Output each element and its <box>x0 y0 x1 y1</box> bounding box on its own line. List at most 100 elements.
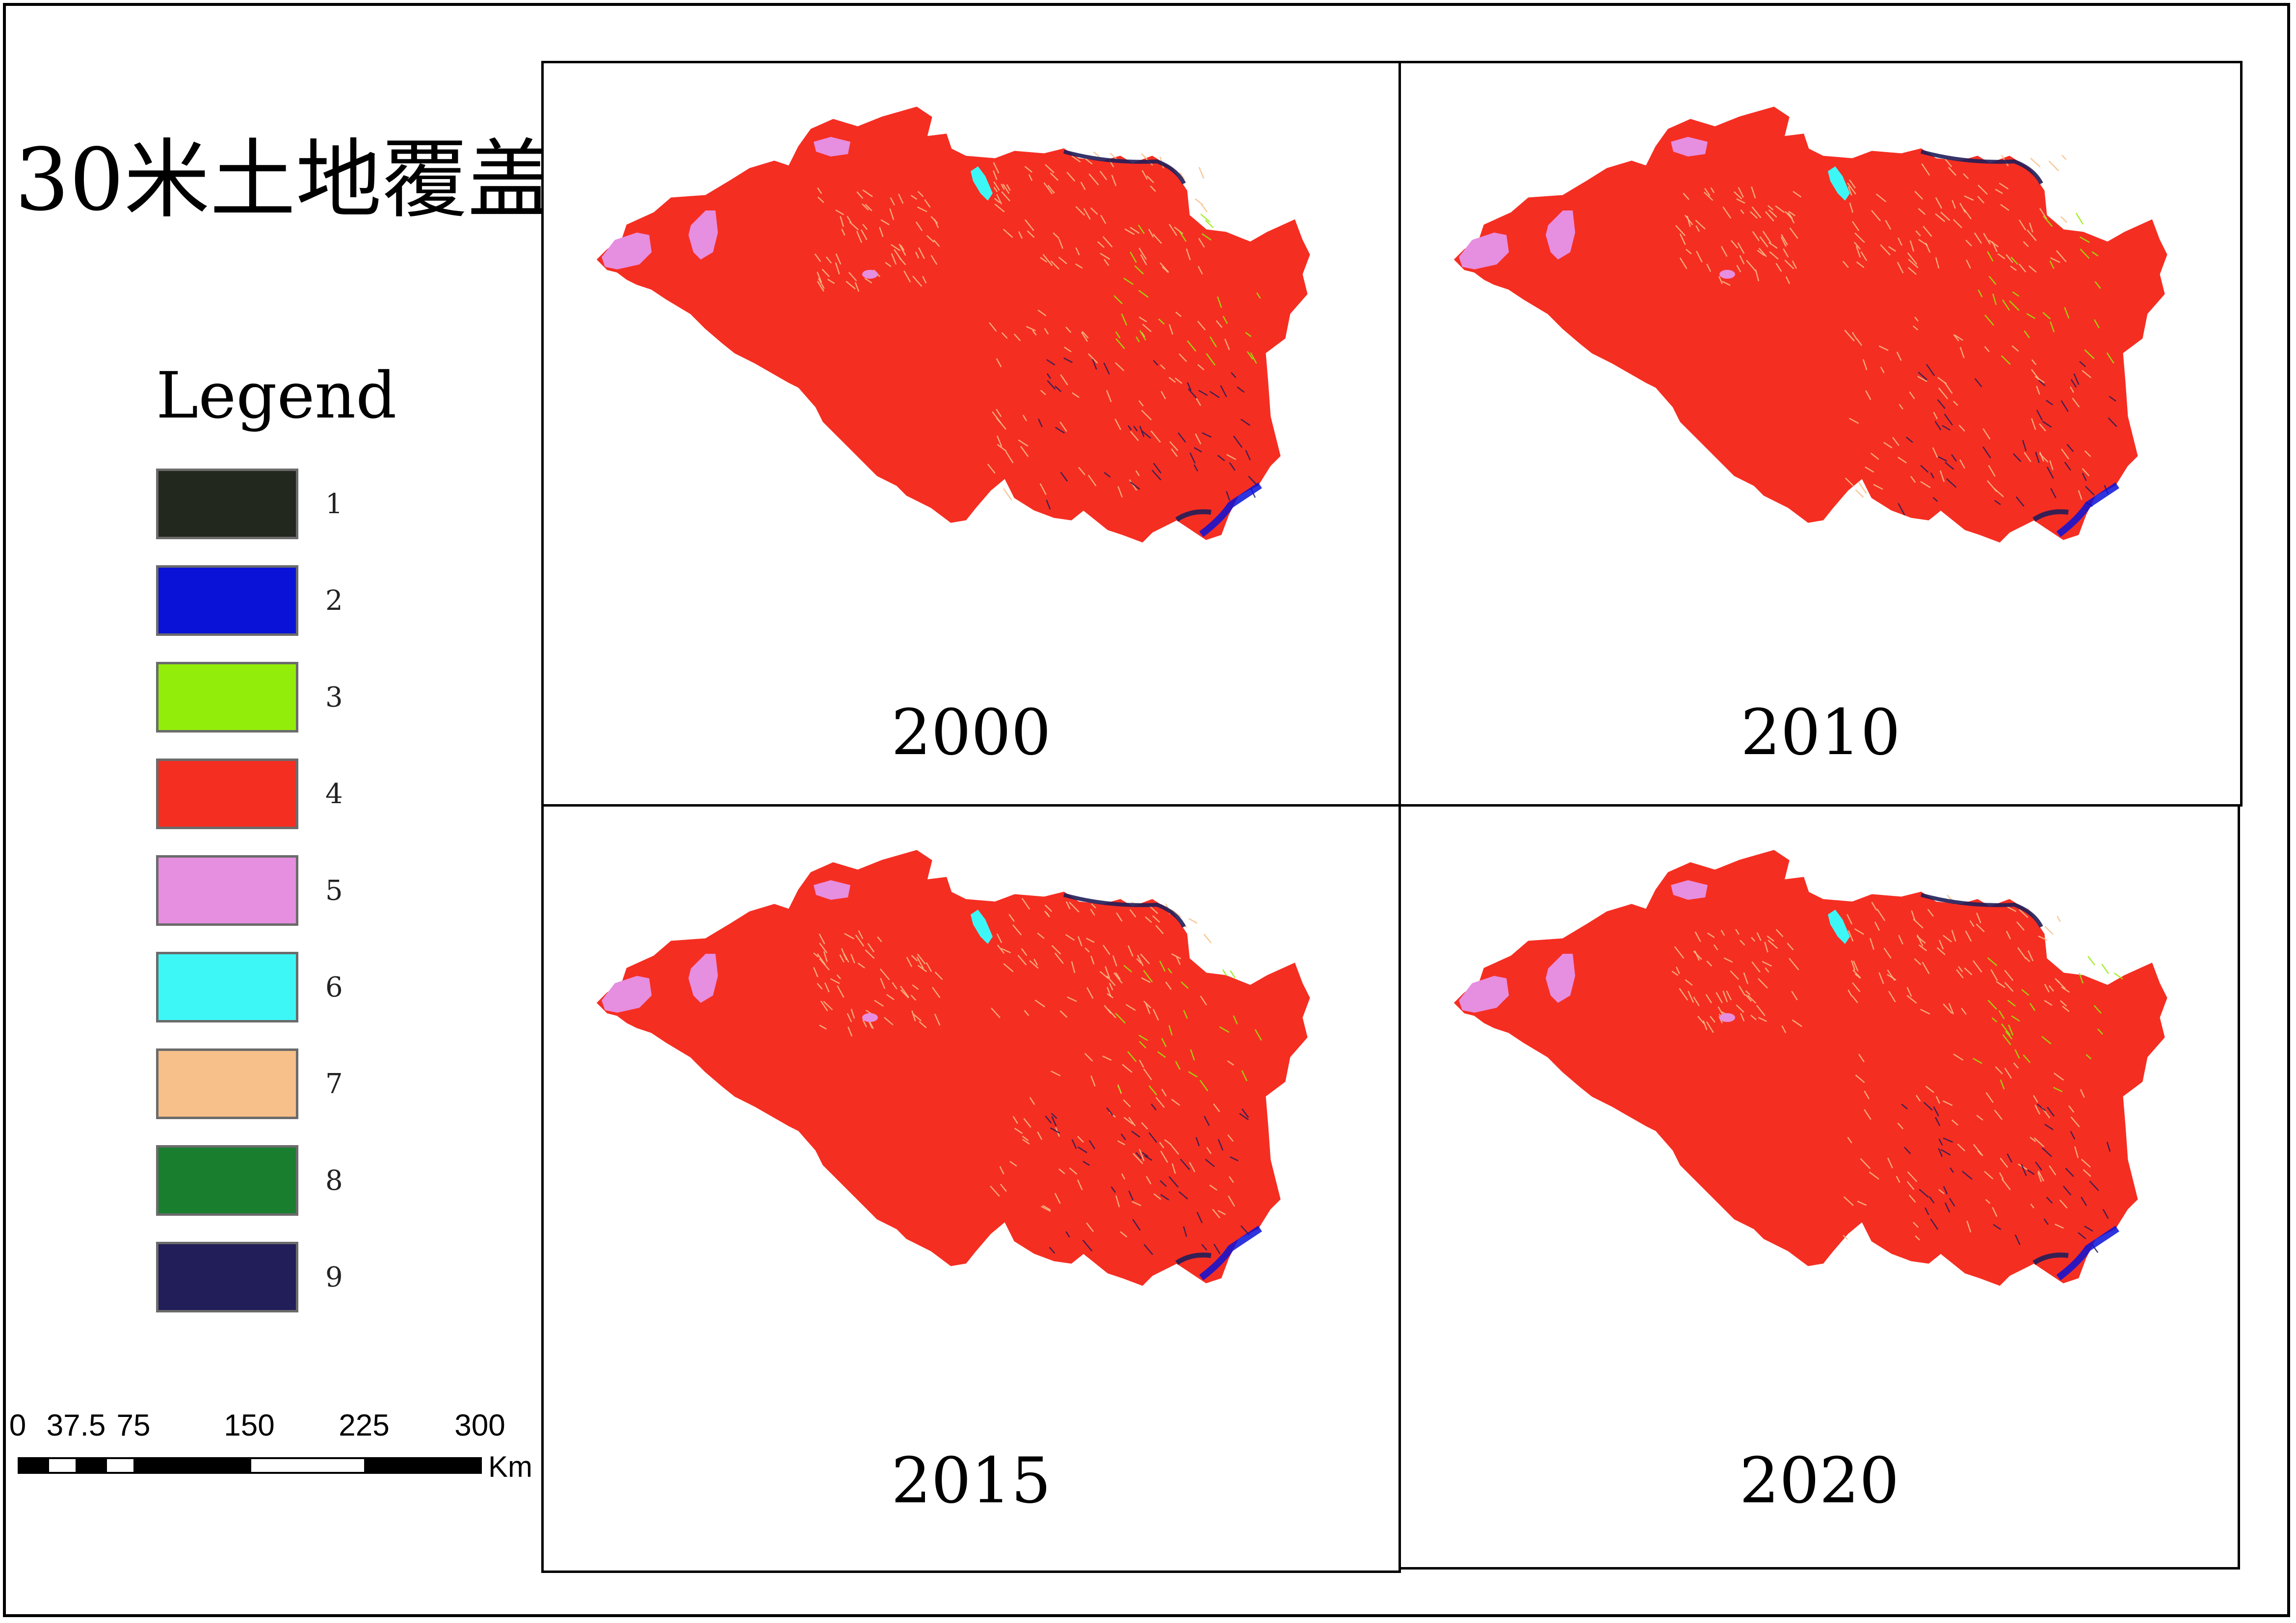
region-map-shape <box>596 106 1310 543</box>
land-texture-speck <box>1014 1127 1023 1134</box>
land-texture-speck <box>886 994 895 1000</box>
land-texture-speck <box>1935 213 1946 222</box>
land-texture-speck <box>1869 1171 1879 1180</box>
land-texture-speck <box>879 227 884 237</box>
land-texture-speck <box>1104 472 1111 478</box>
land-texture-speck <box>1188 388 1197 399</box>
land-texture-speck <box>1183 1226 1188 1237</box>
land-texture-speck <box>1864 1090 1870 1099</box>
land-texture-speck <box>1785 211 1792 218</box>
land-texture-speck <box>2038 379 2046 387</box>
land-texture-speck <box>1021 898 1030 910</box>
land-texture-speck <box>1897 1123 1904 1129</box>
land-texture-speck <box>1130 481 1140 490</box>
land-texture-speck <box>2070 1131 2076 1140</box>
land-texture-speck <box>1209 1184 1217 1191</box>
land-texture-speck <box>1932 447 1938 458</box>
land-texture-speck <box>1758 1017 1767 1022</box>
land-class-5-area <box>1459 976 1509 1013</box>
land-texture-speck <box>2010 265 2017 271</box>
land-texture-speck <box>1706 263 1712 272</box>
land-texture-speck <box>2002 1034 2011 1046</box>
land-texture-speck <box>1950 1167 1954 1173</box>
land-texture-speck <box>2049 460 2054 471</box>
land-texture-speck <box>1898 237 1902 246</box>
land-texture-speck <box>1060 471 1068 482</box>
region-map-shape <box>1453 106 2167 543</box>
land-texture-speck <box>934 1014 941 1026</box>
land-texture-speck <box>1137 955 1144 967</box>
land-texture-speck <box>1874 921 1880 931</box>
legend-swatch <box>156 1242 298 1312</box>
land-texture-speck <box>1209 391 1220 398</box>
land-texture-speck <box>844 933 855 940</box>
land-texture-speck <box>1091 903 1096 909</box>
land-texture-speck <box>1037 932 1045 939</box>
land-texture-speck <box>1943 1137 1953 1143</box>
land-texture-speck <box>1055 385 1062 393</box>
land-texture-speck <box>2093 319 2100 329</box>
land-texture-speck <box>1123 277 1134 285</box>
land-texture-speck <box>1987 251 1994 262</box>
land-texture-speck <box>862 189 873 197</box>
land-texture-speck <box>1750 1015 1757 1021</box>
land-texture-speck <box>1241 1070 1248 1081</box>
land-texture-speck <box>819 1024 827 1030</box>
scale-segment <box>133 1457 251 1474</box>
land-texture-speck <box>1141 977 1151 983</box>
land-texture-speck <box>1880 366 1885 373</box>
land-texture-speck <box>1086 987 1094 999</box>
land-texture-speck <box>1092 359 1097 370</box>
land-texture-speck <box>1153 234 1162 244</box>
land-texture-speck <box>1997 253 2006 260</box>
land-texture-speck <box>1152 915 1161 923</box>
land-texture-speck <box>864 278 872 284</box>
land-texture-speck <box>1115 972 1121 980</box>
land-texture-speck <box>2027 1169 2035 1175</box>
land-texture-speck <box>1160 262 1169 273</box>
land-texture-speck <box>990 1185 1000 1197</box>
land-texture-speck <box>1123 1099 1131 1107</box>
land-texture-speck <box>890 197 895 206</box>
land-texture-speck <box>1195 1137 1200 1147</box>
land-texture-speck <box>2065 1168 2074 1177</box>
land-texture-speck <box>1024 219 1034 231</box>
land-texture-speck <box>879 968 890 980</box>
land-texture-speck <box>1995 188 2003 194</box>
land-texture-speck <box>1120 1231 1128 1238</box>
scale-segment <box>76 1457 106 1474</box>
land-texture-speck <box>1117 1140 1126 1146</box>
land-texture-speck <box>1088 353 1098 364</box>
land-texture-speck <box>1205 220 1214 228</box>
land-texture-speck <box>1864 1109 1872 1120</box>
land-texture-speck <box>2083 1169 2091 1177</box>
land-texture-speck <box>1001 947 1011 954</box>
land-texture-speck <box>2109 395 2116 402</box>
land-texture-speck <box>1853 241 1861 250</box>
land-texture-speck <box>1925 1085 1934 1093</box>
land-texture-speck <box>1038 419 1043 427</box>
land-texture-speck <box>2005 1031 2013 1040</box>
land-texture-speck <box>835 253 842 265</box>
land-texture-speck <box>2035 1161 2042 1171</box>
land-texture-speck <box>1912 325 1919 331</box>
land-texture-speck <box>1978 184 1988 195</box>
land-texture-speck <box>1705 994 1712 1003</box>
land-texture-speck <box>1200 995 1207 1006</box>
land-texture-speck <box>1039 483 1047 496</box>
land-texture-speck <box>846 1013 852 1022</box>
land-texture-speck <box>1919 1189 1929 1198</box>
land-texture-speck <box>1976 923 1985 933</box>
land-texture-speck <box>1046 373 1051 379</box>
region-map <box>1453 850 2167 1286</box>
land-texture-speck <box>2087 956 2095 966</box>
land-texture-speck <box>1915 1235 1920 1241</box>
land-texture-speck <box>1171 909 1181 917</box>
land-texture-speck <box>1696 251 1703 263</box>
land-texture-speck <box>1067 996 1077 1002</box>
land-texture-speck <box>2002 299 2010 311</box>
legend-label: 3 <box>325 681 343 713</box>
land-texture-speck <box>910 195 918 200</box>
land-texture-speck <box>903 270 911 283</box>
land-texture-speck <box>1938 456 1947 462</box>
